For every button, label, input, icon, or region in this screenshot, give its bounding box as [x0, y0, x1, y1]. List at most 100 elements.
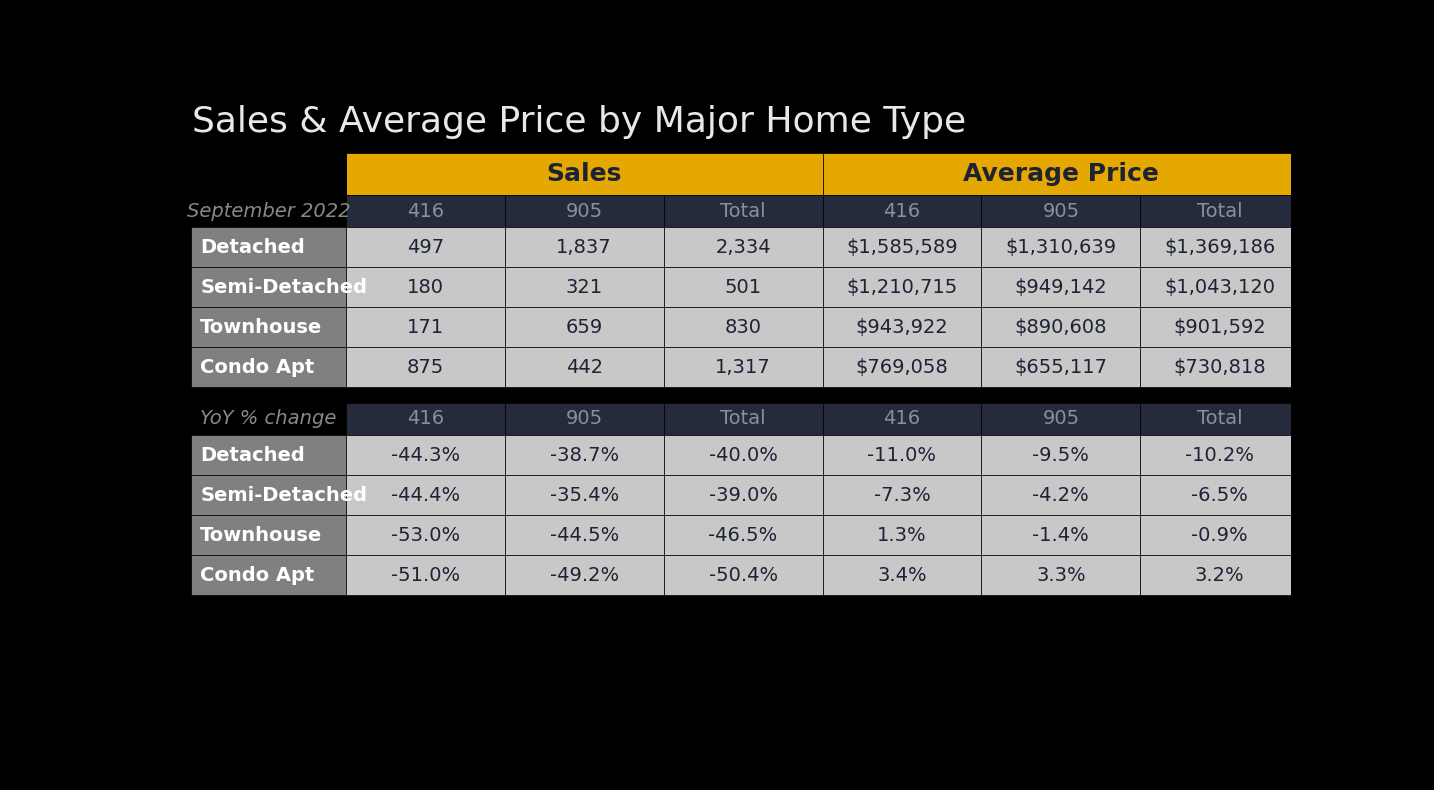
- Bar: [346, 228, 505, 267]
- Text: Average Price: Average Price: [962, 162, 1159, 186]
- Text: $949,142: $949,142: [1014, 278, 1107, 297]
- Bar: [505, 195, 664, 228]
- Text: -53.0%: -53.0%: [390, 525, 460, 545]
- Bar: [664, 195, 823, 228]
- Bar: [505, 228, 664, 267]
- Bar: [1140, 267, 1299, 307]
- Bar: [823, 195, 981, 228]
- Text: 416: 416: [407, 409, 445, 428]
- Bar: [346, 403, 505, 435]
- Bar: [1140, 195, 1299, 228]
- Bar: [823, 403, 981, 435]
- Text: 497: 497: [407, 238, 445, 257]
- Bar: [981, 267, 1140, 307]
- Bar: [346, 435, 505, 475]
- Bar: [981, 195, 1140, 228]
- Bar: [1140, 307, 1299, 348]
- Bar: [981, 515, 1140, 555]
- Bar: [823, 267, 981, 307]
- Bar: [191, 348, 346, 387]
- Bar: [823, 555, 981, 596]
- Text: $1,369,186: $1,369,186: [1164, 238, 1275, 257]
- Text: -49.2%: -49.2%: [549, 566, 618, 585]
- Bar: [346, 475, 505, 515]
- Text: 659: 659: [565, 318, 602, 337]
- Text: 171: 171: [407, 318, 445, 337]
- Text: $890,608: $890,608: [1015, 318, 1107, 337]
- Text: $655,117: $655,117: [1014, 358, 1107, 377]
- Bar: [505, 515, 664, 555]
- Bar: [823, 475, 981, 515]
- Text: 416: 416: [407, 201, 445, 220]
- Bar: [505, 307, 664, 348]
- Bar: [1140, 555, 1299, 596]
- Bar: [664, 555, 823, 596]
- Text: -44.4%: -44.4%: [390, 486, 460, 505]
- Bar: [981, 307, 1140, 348]
- Bar: [191, 228, 346, 267]
- Bar: [346, 267, 505, 307]
- Text: 442: 442: [565, 358, 602, 377]
- Text: -39.0%: -39.0%: [708, 486, 777, 505]
- Bar: [191, 307, 346, 348]
- Bar: [505, 348, 664, 387]
- Bar: [191, 267, 346, 307]
- Text: Total: Total: [720, 201, 766, 220]
- Text: -7.3%: -7.3%: [873, 486, 931, 505]
- Text: -38.7%: -38.7%: [549, 446, 618, 465]
- Bar: [664, 307, 823, 348]
- Text: $1,043,120: $1,043,120: [1164, 278, 1275, 297]
- Text: 416: 416: [883, 201, 921, 220]
- Bar: [191, 152, 346, 195]
- Bar: [981, 475, 1140, 515]
- Bar: [664, 348, 823, 387]
- Text: 1,317: 1,317: [716, 358, 771, 377]
- Bar: [664, 403, 823, 435]
- Bar: [981, 403, 1140, 435]
- Bar: [1140, 435, 1299, 475]
- Text: Sales: Sales: [546, 162, 622, 186]
- Text: $730,818: $730,818: [1173, 358, 1266, 377]
- Text: -44.5%: -44.5%: [549, 525, 619, 545]
- Text: Semi-Detached: Semi-Detached: [201, 278, 367, 297]
- Bar: [346, 555, 505, 596]
- Bar: [346, 152, 823, 195]
- Bar: [823, 152, 1299, 195]
- Text: -44.3%: -44.3%: [390, 446, 460, 465]
- Bar: [346, 307, 505, 348]
- Bar: [346, 515, 505, 555]
- Bar: [1140, 228, 1299, 267]
- Bar: [981, 435, 1140, 475]
- Bar: [191, 515, 346, 555]
- Text: Condo Apt: Condo Apt: [201, 358, 314, 377]
- Bar: [505, 475, 664, 515]
- Bar: [981, 555, 1140, 596]
- Text: -4.2%: -4.2%: [1032, 486, 1090, 505]
- Bar: [664, 475, 823, 515]
- Text: Townhouse: Townhouse: [201, 318, 323, 337]
- Bar: [505, 403, 664, 435]
- Text: -50.4%: -50.4%: [708, 566, 777, 585]
- Text: 1,837: 1,837: [556, 238, 612, 257]
- Text: 1.3%: 1.3%: [878, 525, 926, 545]
- Text: 905: 905: [1043, 201, 1080, 220]
- Text: 180: 180: [407, 278, 443, 297]
- Bar: [505, 267, 664, 307]
- Text: Total: Total: [1197, 409, 1242, 428]
- Text: Detached: Detached: [201, 446, 305, 465]
- Text: 501: 501: [724, 278, 761, 297]
- Text: $943,922: $943,922: [856, 318, 948, 337]
- Bar: [981, 228, 1140, 267]
- Bar: [823, 307, 981, 348]
- Bar: [1140, 348, 1299, 387]
- Text: -0.9%: -0.9%: [1192, 525, 1248, 545]
- Text: 905: 905: [1043, 409, 1080, 428]
- Text: $1,210,715: $1,210,715: [846, 278, 958, 297]
- Text: September 2022: September 2022: [186, 201, 350, 220]
- Bar: [823, 348, 981, 387]
- Bar: [1140, 475, 1299, 515]
- Text: -6.5%: -6.5%: [1192, 486, 1248, 505]
- Text: $1,585,589: $1,585,589: [846, 238, 958, 257]
- Text: -1.4%: -1.4%: [1032, 525, 1090, 545]
- Text: 2,334: 2,334: [716, 238, 771, 257]
